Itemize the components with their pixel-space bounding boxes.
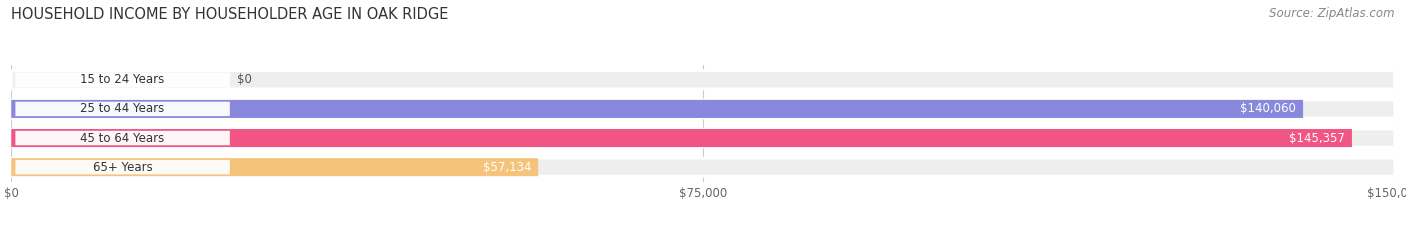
Text: HOUSEHOLD INCOME BY HOUSEHOLDER AGE IN OAK RIDGE: HOUSEHOLD INCOME BY HOUSEHOLDER AGE IN O… [11, 7, 449, 22]
FancyBboxPatch shape [15, 131, 229, 145]
Text: 25 to 44 Years: 25 to 44 Years [80, 103, 165, 115]
FancyBboxPatch shape [15, 160, 229, 174]
Text: 45 to 64 Years: 45 to 64 Years [80, 132, 165, 144]
FancyBboxPatch shape [11, 158, 1395, 176]
FancyBboxPatch shape [15, 102, 229, 116]
Text: $145,357: $145,357 [1289, 132, 1346, 144]
Text: 65+ Years: 65+ Years [93, 161, 152, 174]
Text: 15 to 24 Years: 15 to 24 Years [80, 73, 165, 86]
Text: $0: $0 [236, 73, 252, 86]
Text: $140,060: $140,060 [1240, 103, 1296, 115]
FancyBboxPatch shape [11, 129, 1395, 147]
Text: Source: ZipAtlas.com: Source: ZipAtlas.com [1270, 7, 1395, 20]
FancyBboxPatch shape [15, 73, 229, 87]
FancyBboxPatch shape [11, 129, 1353, 147]
FancyBboxPatch shape [11, 71, 1395, 89]
Text: $57,134: $57,134 [482, 161, 531, 174]
FancyBboxPatch shape [11, 100, 1303, 118]
FancyBboxPatch shape [11, 100, 1395, 118]
FancyBboxPatch shape [11, 158, 538, 176]
